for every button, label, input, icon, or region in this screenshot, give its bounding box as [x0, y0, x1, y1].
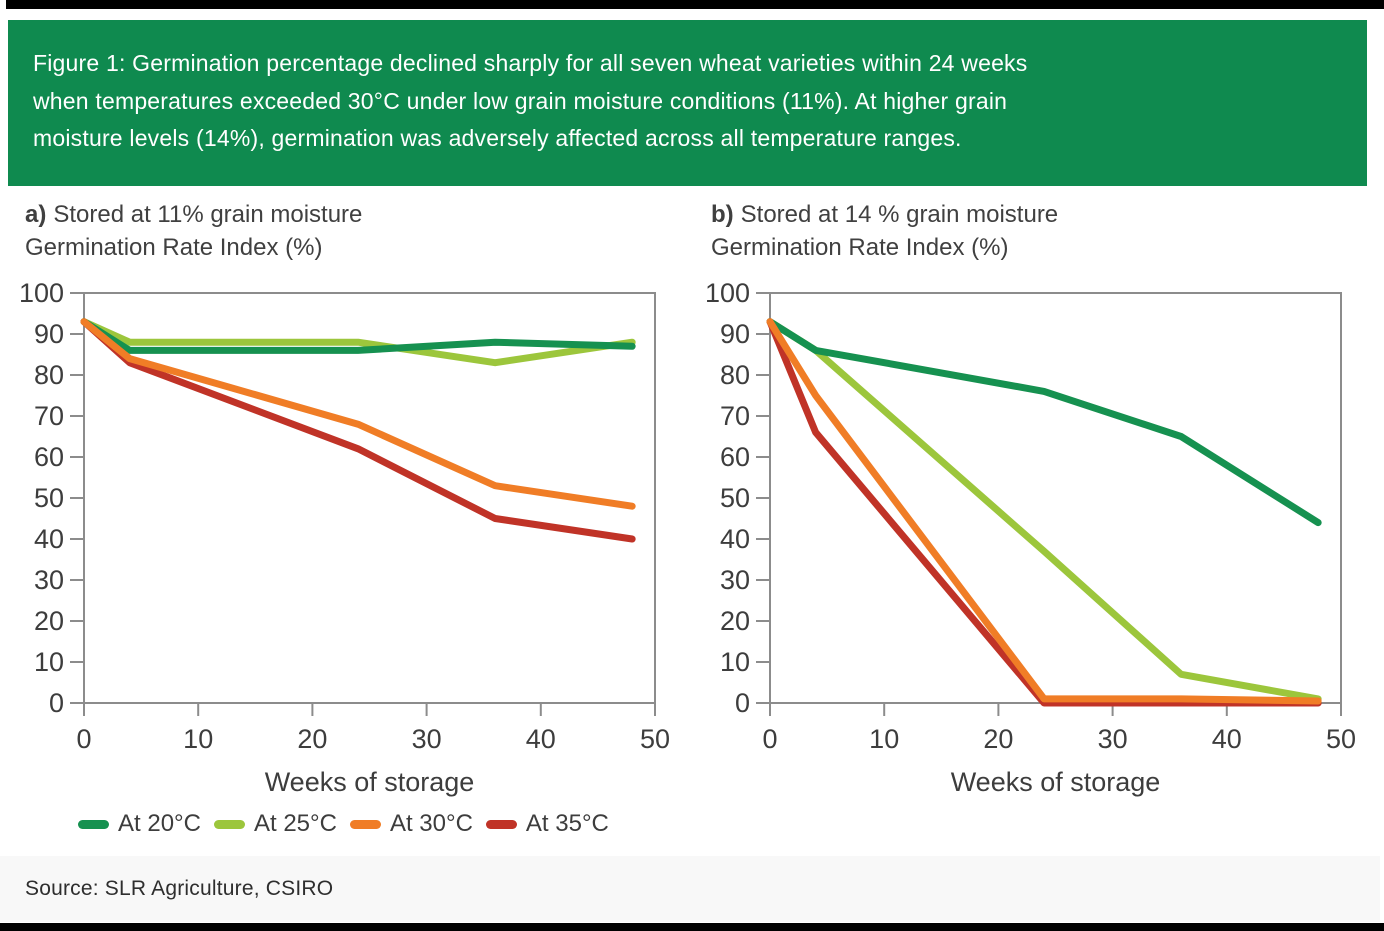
x-tick-label: 10 — [183, 724, 213, 754]
y-tick-label: 40 — [34, 524, 64, 554]
x-tick-label: 10 — [869, 724, 899, 754]
y-tick-label: 80 — [720, 360, 750, 390]
chart-b-y-axis-title: Germination Rate Index (%) — [711, 234, 1009, 261]
y-tick-label: 100 — [19, 278, 64, 308]
chart-b-title-text: Stored at 14 % grain moisture — [740, 201, 1059, 228]
legend-swatch-icon — [78, 819, 109, 829]
y-tick-label: 90 — [720, 319, 750, 349]
legend-label: At 25°C — [253, 810, 337, 837]
x-tick-label: 20 — [983, 724, 1013, 754]
legend-item-at25c: At 25°C — [213, 810, 337, 838]
caption-line-3: moisture levels (14%), germination was a… — [33, 125, 962, 151]
series-line-at25c — [766, 318, 1322, 703]
y-tick-label: 30 — [34, 565, 64, 595]
series-line-at25c — [80, 318, 636, 367]
legend-swatch-icon — [213, 819, 245, 829]
chart-b-plot: 0 10 20 30 40 50 60 70 80 90 100 0 10 20 30 40 50 Weeks o… — [705, 278, 1356, 797]
chart-b-title-block: b) Stored at 14 % grain moisture Germinat… — [711, 198, 1058, 264]
source-text: Source: SLR Agriculture, CSIRO — [25, 877, 334, 900]
chart-a-plot: 0 10 20 30 40 50 60 70 80 90 100 0 10 20 30 40 50 Weeks o… — [19, 278, 670, 797]
chart-a-title-block: a) Stored at 11% grain moisture Germinati… — [25, 198, 362, 264]
y-tick-label: 100 — [705, 278, 750, 308]
chart-b-title-prefix: b) — [711, 201, 734, 228]
x-tick-label: 50 — [640, 724, 670, 754]
y-tick-label: 80 — [34, 360, 64, 390]
legend-label: At 35°C — [525, 810, 609, 837]
caption-line-2: when temperatures exceeded 30°C under lo… — [33, 87, 1008, 114]
legend-label: At 20°C — [118, 810, 201, 837]
series-line-at30c — [80, 318, 636, 510]
x-tick-label: 30 — [412, 724, 442, 754]
chart-a-title-text: Stored at 11% grain moisture — [53, 201, 363, 228]
legend-item-at20c: At 20°C — [78, 810, 201, 838]
y-tick-label: 60 — [34, 442, 64, 472]
legend-item-at30c: At 30°C — [349, 810, 473, 838]
legend-swatch-icon — [349, 819, 381, 829]
y-tick-label: 10 — [34, 647, 64, 677]
x-tick-label: 50 — [1326, 724, 1356, 754]
x-tick-label: 40 — [526, 724, 556, 754]
y-tick-label: 70 — [34, 401, 64, 431]
top-border-bar — [6, 0, 1384, 9]
y-tick-label: 20 — [720, 606, 750, 636]
chart-b-title: b) Stored at 14 % grain moisture — [711, 198, 1058, 231]
y-tick-label: 90 — [34, 319, 64, 349]
series-line-at20c — [80, 318, 636, 354]
legend-item-at35c: At 35°C — [485, 810, 609, 838]
x-tick-label: 0 — [76, 724, 91, 754]
bottom-border-bar — [0, 923, 1384, 931]
y-tick-label: 10 — [720, 647, 750, 677]
x-tick-label: 20 — [297, 724, 327, 754]
y-tick-label: 60 — [720, 442, 750, 472]
legend: At 20°C At 25°C At 30°C At 35°C — [78, 810, 609, 838]
y-tick-label: 0 — [735, 688, 750, 718]
source-strip: Source: SLR Agriculture, CSIRO — [0, 856, 1380, 922]
caption-line-1: Figure 1: Germination percentage decline… — [33, 50, 1028, 76]
y-tick-label: 30 — [720, 565, 750, 595]
figure-caption-banner: Figure 1: Germination percentage decline… — [8, 20, 1367, 186]
y-tick-label: 20 — [34, 606, 64, 636]
x-tick-label: 0 — [762, 724, 777, 754]
series-line-at30c — [766, 318, 1322, 705]
y-tick-label: 50 — [720, 483, 750, 513]
x-axis-title: Weeks of storage — [265, 767, 475, 797]
chart-a-title: a) Stored at 11% grain moisture — [25, 198, 362, 231]
series-line-at20c — [766, 318, 1322, 527]
x-tick-label: 30 — [1098, 724, 1128, 754]
x-axis-title: Weeks of storage — [951, 767, 1161, 797]
y-tick-label: 0 — [49, 688, 64, 718]
chart-a-y-axis-title: Germination Rate Index (%) — [25, 234, 323, 261]
y-tick-label: 50 — [34, 483, 64, 513]
legend-label: At 30°C — [389, 810, 473, 837]
y-tick-label: 70 — [720, 401, 750, 431]
legend-swatch-icon — [485, 819, 517, 829]
chart-a-title-prefix: a) — [25, 201, 47, 228]
x-tick-label: 40 — [1212, 724, 1242, 754]
y-tick-label: 40 — [720, 524, 750, 554]
